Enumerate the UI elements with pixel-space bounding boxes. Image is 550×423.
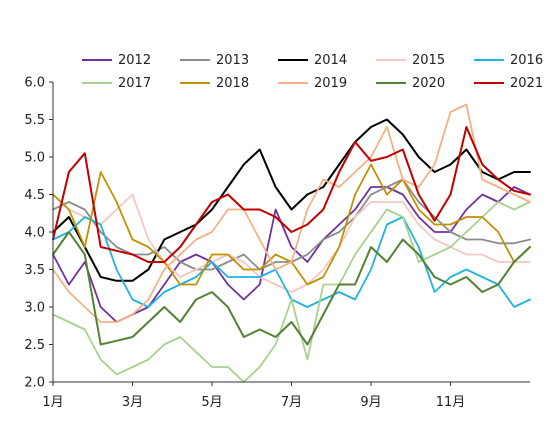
series-line-2013 [52,178,531,271]
legend-label-2019: 2019 [314,76,347,91]
x-tick-label: 9月 [360,395,381,410]
y-tick-label: 3.0 [24,301,45,316]
y-tick-label: 3.5 [24,263,45,278]
y-tick-label: 4.5 [24,188,45,203]
y-tick-label: 2.5 [24,338,45,353]
y-tick-label: 2.0 [24,376,45,391]
x-tick-label: 3月 [122,395,143,410]
x-tick-label: 7月 [281,395,302,410]
series-line-2014 [52,118,531,282]
legend-label-2017: 2017 [118,76,151,91]
series-line-2021 [52,126,531,263]
legend-label-2018: 2018 [216,76,249,91]
series-layer [52,103,531,383]
y-tick-label: 5.5 [24,113,45,128]
legend-label-2016: 2016 [510,53,543,68]
series-line-2018 [52,163,531,286]
legend-label-2013: 2013 [216,53,249,68]
y-tick-label: 4.0 [24,226,45,241]
legend-label-2021: 2021 [510,76,543,91]
y-tick-label: 5.0 [24,151,45,166]
series-line-2020 [52,231,531,346]
legend-label-2012: 2012 [118,53,151,68]
x-tick-label: 1月 [42,395,63,410]
legend-label-2020: 2020 [412,76,445,91]
x-tick-label: 5月 [201,395,222,410]
x-tick-label: 11月 [436,395,466,410]
y-tick-label: 6.0 [24,76,45,91]
axes: 2.0 2.5 3.0 3.5 4.0 4.5 5.0 5.5 6.0 1月 3月 5月 7月 9月 11月 [24,76,530,410]
series-line-2017 [52,201,531,383]
series-line-2019 [52,103,531,323]
legend-label-2014: 2014 [314,53,347,68]
legend: 2012 2013 2014 2015 2016 2017 2018 2019 2020 2021 [82,53,543,91]
legend-label-2015: 2015 [412,53,445,68]
